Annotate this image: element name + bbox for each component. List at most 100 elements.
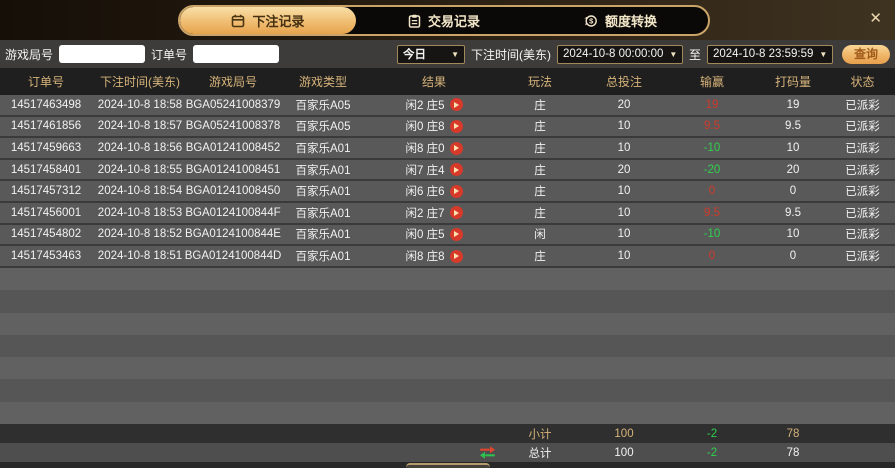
close-icon[interactable]: ✕	[869, 10, 882, 27]
cell-result: 闲7 庄4	[368, 160, 500, 180]
cell-game-round: BGA01241008451	[185, 163, 281, 176]
cell-total-bet: 10	[617, 120, 631, 133]
drag-handle[interactable]	[405, 463, 490, 468]
empty-stripes	[0, 268, 895, 424]
order-no-label: 订单号	[151, 47, 188, 62]
cell-game-type: 百家乐A05	[295, 121, 351, 134]
cell-game-type: 百家乐A01	[295, 251, 351, 264]
cell-rolling: 9.5	[785, 120, 801, 133]
cell-status: 已派彩	[845, 121, 880, 134]
total-win-loss: -2	[706, 446, 718, 459]
svg-text:$: $	[589, 16, 594, 25]
table-row: 14517457312 2024-10-8 18:54 BGA01241008450…	[0, 181, 895, 204]
cell-total-bet: 10	[617, 228, 631, 241]
game-round-input[interactable]	[59, 45, 146, 63]
table-row: 14517461856 2024-10-8 18:57 BGA05241008378…	[0, 116, 895, 139]
empty-stripe	[0, 401, 895, 424]
table-row: 14517459663 2024-10-8 18:56 BGA01241008452…	[0, 138, 895, 160]
replay-play-icon[interactable]	[449, 141, 463, 155]
cell-total-bet: 10	[617, 250, 631, 263]
cell-status: 已派彩	[845, 99, 880, 112]
chevron-down-icon: ▼	[451, 49, 459, 59]
column-header: 玩法	[527, 75, 552, 89]
replay-play-icon[interactable]	[449, 163, 463, 177]
cell-bet-time: 2024-10-8 18:53	[97, 206, 183, 219]
total-rolling: 78	[786, 446, 800, 459]
total-row: 总计 100 -2 78	[0, 443, 895, 462]
tab-credit-transfer[interactable]: $ 额度转换	[532, 7, 708, 34]
cell-rolling: 10	[786, 142, 800, 155]
replay-play-icon[interactable]	[449, 184, 463, 198]
order-no-input[interactable]	[193, 45, 280, 63]
tab-group: 下注记录 交易记录 $	[178, 5, 710, 36]
column-header: 订单号	[27, 75, 64, 89]
date-preset-select[interactable]: 今日 ▼	[396, 44, 465, 64]
cell-order-no: 14517458401	[10, 163, 82, 176]
top-bar: 下注记录 交易记录 $	[0, 0, 895, 40]
cell-play-type: 庄	[534, 143, 546, 156]
cell-total-bet: 10	[617, 185, 631, 198]
subtotal-win-loss: -2	[706, 427, 718, 440]
total-total-bet: 100	[614, 446, 634, 459]
cell-game-type: 百家乐A01	[295, 207, 351, 220]
table-header-row: 订单号 下注时间(美东) 游戏局号 游戏类型 结果 玩法 总投注 输赢 打码量 状态	[0, 68, 895, 95]
cell-win-loss: -10	[703, 142, 721, 155]
time-from-select[interactable]: 2024-10-8 00:00:00 ▼	[556, 44, 683, 64]
to-label: 至	[688, 47, 701, 62]
replay-play-icon[interactable]	[449, 227, 463, 241]
empty-stripe	[0, 268, 895, 291]
replay-play-icon[interactable]	[449, 206, 463, 220]
cell-rolling: 0	[789, 250, 797, 263]
result-text: 闲0 庄5	[405, 229, 445, 242]
cell-status: 已派彩	[845, 164, 880, 177]
cell-game-type: 百家乐A01	[295, 164, 351, 177]
replay-play-icon[interactable]	[449, 119, 463, 133]
cell-total-bet: 20	[617, 163, 631, 176]
cell-game-type: 百家乐A01	[295, 186, 351, 199]
time-from-value: 2024-10-8 00:00:00	[562, 48, 664, 60]
cell-status: 已派彩	[845, 143, 880, 156]
coin-exchange-icon: $	[583, 14, 598, 28]
cell-play-type: 庄	[534, 207, 546, 220]
replay-play-icon[interactable]	[449, 249, 463, 263]
bottom-strip	[0, 462, 895, 468]
cell-status: 已派彩	[845, 207, 880, 220]
cell-result: 闲8 庄8	[368, 246, 500, 266]
time-to-select[interactable]: 2024-10-8 23:59:59 ▼	[707, 44, 833, 64]
result-text: 闲8 庄8	[405, 251, 445, 264]
cell-game-round: BGA0124100844E	[185, 228, 281, 241]
cell-status: 已派彩	[845, 229, 880, 242]
cell-game-type: 百家乐A05	[295, 99, 351, 112]
cell-rolling: 9.5	[785, 206, 801, 219]
cell-game-round: BGA05241008379	[185, 98, 281, 111]
cell-win-loss: 9.5	[704, 120, 720, 133]
cell-play-type: 闲	[534, 229, 546, 242]
cell-game-type: 百家乐A01	[295, 229, 351, 242]
cell-bet-time: 2024-10-8 18:56	[97, 142, 183, 155]
cell-bet-time: 2024-10-8 18:55	[97, 163, 183, 176]
result-text: 闲0 庄8	[405, 121, 445, 134]
chevron-down-icon: ▼	[819, 49, 828, 59]
table-row: 14517458401 2024-10-8 18:55 BGA01241008451…	[0, 159, 895, 182]
result-text: 闲2 庄5	[405, 99, 445, 112]
total-label: 总计	[528, 447, 552, 460]
cell-bet-time: 2024-10-8 18:58	[97, 98, 183, 111]
tab-transaction-records[interactable]: 交易记录	[356, 7, 532, 34]
query-button[interactable]: 查询	[842, 44, 890, 64]
tab-label: 交易记录	[427, 14, 480, 29]
cell-total-bet: 10	[617, 206, 631, 219]
cell-win-loss: 19	[705, 98, 719, 111]
cell-game-round: BGA01241008450	[185, 185, 281, 198]
time-to-value: 2024-10-8 23:59:59	[713, 48, 814, 60]
swap-arrows-icon[interactable]	[368, 443, 500, 462]
column-header: 结果	[421, 75, 446, 89]
empty-stripe	[0, 379, 895, 402]
cell-order-no: 14517459663	[10, 142, 82, 155]
date-preset-value: 今日	[402, 49, 426, 61]
cell-game-type: 百家乐A01	[295, 143, 351, 156]
cell-win-loss: -20	[703, 163, 721, 176]
subtotal-row: 小计 100 -2 78	[0, 424, 895, 443]
replay-play-icon[interactable]	[449, 98, 463, 112]
cell-win-loss: -10	[703, 228, 721, 241]
tab-betting-records[interactable]: 下注记录	[180, 7, 356, 34]
